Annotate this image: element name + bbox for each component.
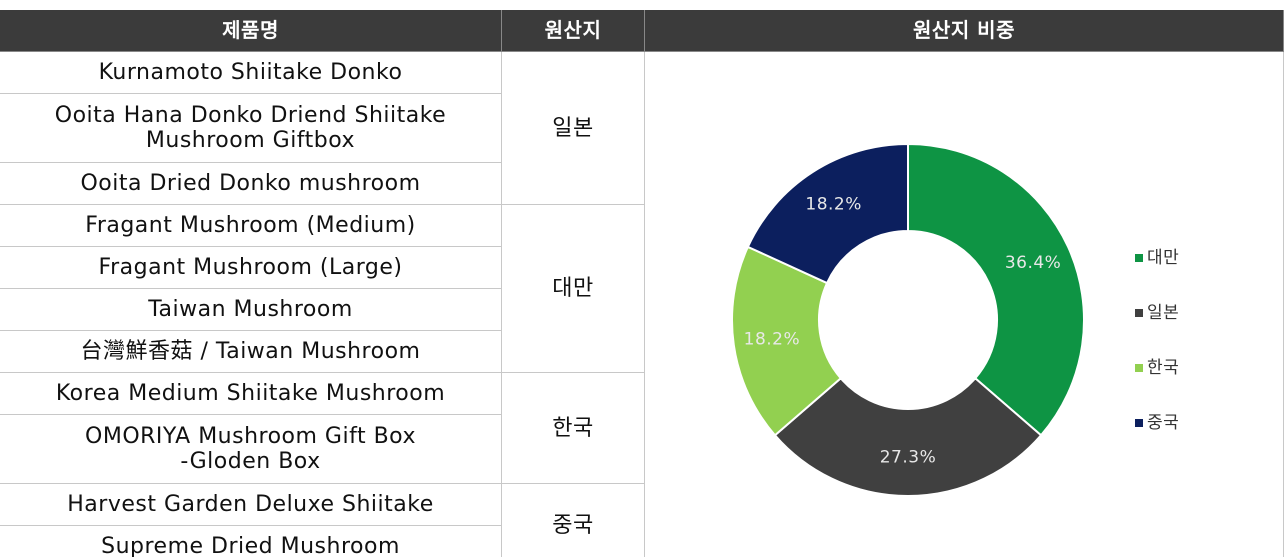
header-cell: 원산지 [502, 10, 645, 52]
data-label: 18.2% [805, 194, 862, 214]
origin-cell: 한국 [502, 373, 645, 484]
product-cell: Fragant Mushroom (Medium) [0, 205, 502, 247]
data-label-value: 27.3 [880, 448, 920, 468]
origin-cell: 중국 [502, 484, 645, 557]
origin-cell: 일본 [502, 52, 645, 205]
legend-label: 중국 [1147, 413, 1179, 433]
legend-swatch [1135, 309, 1143, 317]
product-cell: Harvest Garden Deluxe Shiitake [0, 484, 502, 526]
donut-slice [773, 376, 1043, 497]
product-cell: Kurnamoto Shiitake Donko [0, 52, 502, 94]
product-cell: Korea Medium Shiitake Mushroom [0, 373, 502, 415]
legend-swatch [1135, 419, 1143, 427]
donut-slice [746, 142, 909, 285]
legend-label: 한국 [1147, 358, 1179, 378]
data-label-value: 36.4 [1005, 253, 1045, 273]
product-cell: Fragant Mushroom (Large) [0, 247, 502, 289]
donut-slice [907, 142, 1085, 437]
product-cell: OMORIYA Mushroom Gift Box -Gloden Box [0, 415, 502, 484]
legend-swatch [1135, 254, 1143, 262]
product-cell: Ooita Hana Donko Driend Shiitake Mushroo… [0, 94, 502, 163]
product-cell: Taiwan Mushroom [0, 289, 502, 331]
data-label-value: 18.2 [744, 330, 784, 350]
origin-cell: 대만 [502, 205, 645, 373]
legend-label: 대만 [1147, 248, 1179, 268]
donut-chart: 36.4% 대만 27.3% 일본 18.2% 한국 18.2% 중국 [731, 142, 1179, 497]
header-cell: 제품명 [0, 10, 502, 52]
legend-label: 일본 [1147, 303, 1179, 323]
donut-slice [731, 245, 843, 437]
product-cell: Ooita Dried Donko mushroom [0, 163, 502, 205]
data-label: 18.2% [744, 330, 801, 350]
top-strip [0, 0, 1284, 10]
data-label: 36.4% [1005, 253, 1062, 273]
header-cell: 원산지 비중 [645, 10, 1284, 52]
data-label-value: 18.2 [805, 194, 845, 214]
legend-swatch [1135, 364, 1143, 372]
product-cell: Supreme Dried Mushroom [0, 526, 502, 557]
product-cell: 台灣鮮香菇 / Taiwan Mushroom [0, 331, 502, 373]
chart-cell: 36.4% 대만 27.3% 일본 18.2% 한국 18.2% 중국 [645, 52, 1284, 557]
data-label: 27.3% [880, 448, 937, 468]
